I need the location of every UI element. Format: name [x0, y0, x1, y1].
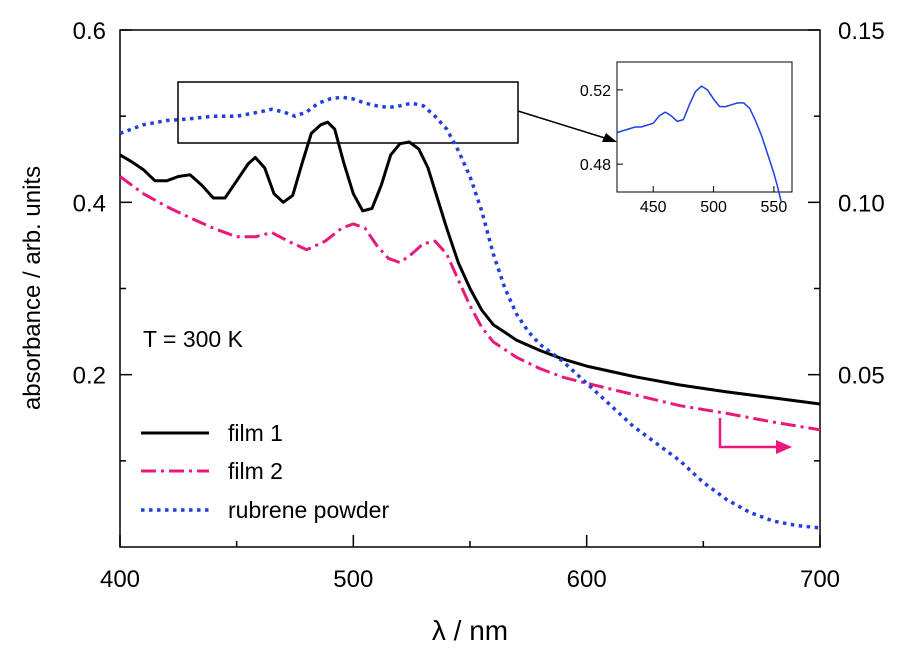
- inset-axis-ticks: 450 500 550 0.48 0.52: [580, 83, 787, 216]
- inset-series-line: [616, 85, 782, 202]
- x-tick-label: 500: [333, 566, 373, 593]
- zoom-arrowhead: [602, 133, 617, 142]
- x-axis-label: λ / nm: [432, 615, 508, 646]
- right-axis-indicator-arrow: [718, 418, 792, 454]
- inset-x-tick-label: 450: [640, 199, 667, 216]
- inset-x-tick-label: 550: [761, 199, 788, 216]
- legend-label-rubrene-powder: rubrene powder: [228, 497, 389, 523]
- temperature-annotation: T = 300 K: [143, 326, 244, 352]
- y2-tick-label: 0.15: [838, 18, 885, 45]
- y-tick-label: 0.6: [73, 18, 106, 45]
- legend-label-film-1: film 1: [228, 420, 283, 446]
- zoom-arrow: [517, 110, 609, 140]
- inset-y-tick-label: 0.48: [580, 157, 611, 174]
- y2-tick-label: 0.05: [838, 363, 885, 390]
- y-tick-label: 0.4: [73, 190, 106, 217]
- series-line-film-2: [119, 175, 821, 432]
- inset-series-group: [616, 85, 782, 202]
- series-group: [119, 95, 821, 530]
- y-axis-ticks: 0.2 0.4 0.6: [73, 18, 132, 462]
- legend: film 1 film 2 rubrene powder: [141, 420, 389, 523]
- x-tick-label: 400: [100, 566, 140, 593]
- series-line-film-1: [119, 120, 821, 406]
- inset-y-tick-label: 0.52: [580, 83, 611, 100]
- x-tick-label: 700: [800, 566, 840, 593]
- y2-tick-label: 0.10: [838, 190, 885, 217]
- inset-x-tick-label: 500: [700, 199, 727, 216]
- series-line-rubrene-powder: [119, 95, 821, 530]
- x-axis-ticks: 400 500 600 700: [100, 535, 840, 593]
- x-tick-label: 600: [567, 566, 607, 593]
- y2-axis-ticks: 0.05 0.10 0.15: [808, 18, 885, 462]
- legend-label-film-2: film 2: [228, 458, 283, 484]
- y-axis-label: absorbance / arb. units: [19, 166, 46, 410]
- inset-plot: 450 500 550 0.48 0.52: [580, 61, 793, 216]
- y-tick-label: 0.2: [73, 363, 106, 390]
- zoom-region-box: [177, 81, 519, 144]
- inset-frame: [616, 61, 793, 193]
